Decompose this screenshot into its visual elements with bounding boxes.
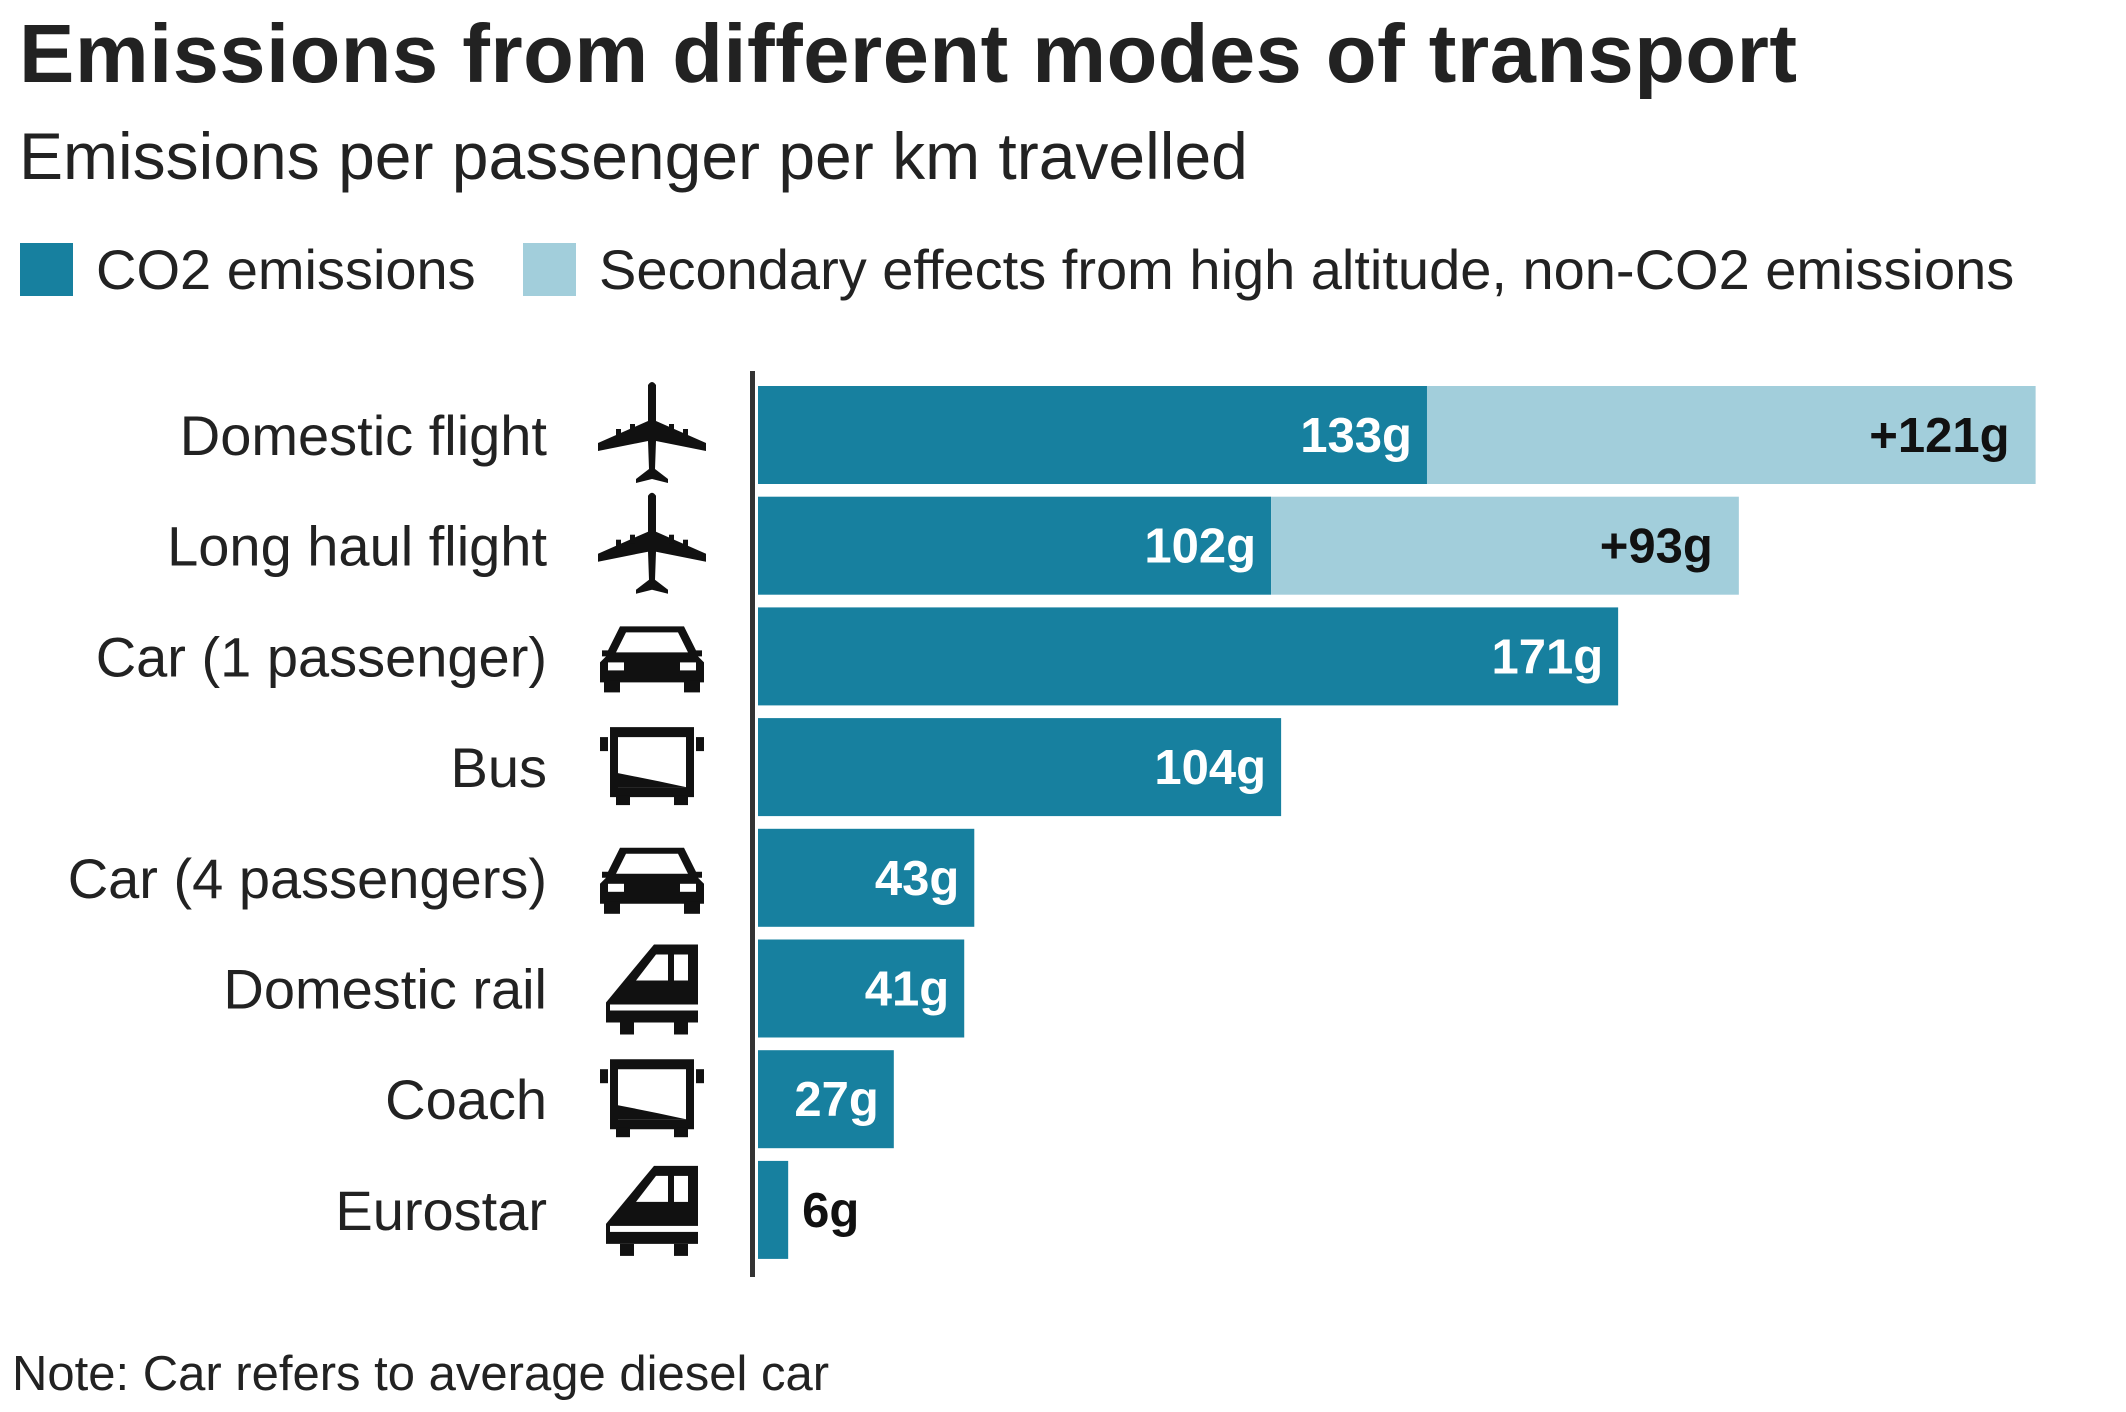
bar-co2 [758,496,1272,595]
airplane-icon [598,382,706,483]
bar-value-label-co2: 104g [1154,741,1266,795]
bar-value-label-secondary: +93g [1600,520,1713,574]
bar-value-label-co2: 133g [1300,409,1412,463]
bar-value-label-co2: 171g [1491,630,1603,684]
bar-co2 [758,939,965,1038]
y-axis-line [750,371,755,1277]
bus-icon [600,1059,704,1138]
car-icon [600,847,704,914]
legend-swatch-co2 [20,243,73,296]
bar-value-label-secondary: +121g [1869,409,2009,463]
airplane-icon [598,492,706,594]
category-label: Car (1 passenger) [96,625,547,688]
legend-label-co2: CO2 emissions [96,238,476,301]
bar-chart: Domestic flight 133g +121g Long haul flight… [68,371,2036,1277]
bar-co2 [758,386,1427,484]
category-label: Bus [451,736,548,799]
bus-icon [600,727,704,806]
category-label: Domestic flight [180,404,548,467]
bar-secondary [1271,496,1739,595]
bar-value-label-co2: 102g [1144,520,1256,574]
category-label: Long haul flight [167,515,547,578]
chart-note: Note: Car refers to average diesel car [12,1347,830,1401]
bar-co2 [758,718,1282,817]
train-icon [606,1165,698,1256]
chart-subtitle: Emissions per passenger per km travelled [19,119,1248,193]
bar-co2 [758,828,975,927]
bar-value-label-co2: 27g [794,1073,878,1127]
category-label: Car (4 passengers) [68,847,547,910]
category-label: Coach [385,1068,547,1131]
category-label: Domestic rail [223,958,547,1021]
chart-title: Emissions from different modes of transp… [19,7,1798,100]
bar-value-label-co2: 43g [875,852,959,906]
car-icon [600,626,704,693]
bar-value-label-co2: 6g [802,1184,859,1238]
category-label: Eurostar [335,1179,547,1242]
bar-value-label-co2: 41g [865,963,949,1017]
bar-secondary [1426,386,2036,484]
train-icon [606,944,698,1035]
legend-label-secondary: Secondary effects from high altitude, no… [599,238,2015,301]
legend-swatch-secondary [523,243,576,296]
bar-co2 [758,1050,894,1149]
bar-co2 [758,607,1619,706]
bar-co2 [758,1160,789,1259]
